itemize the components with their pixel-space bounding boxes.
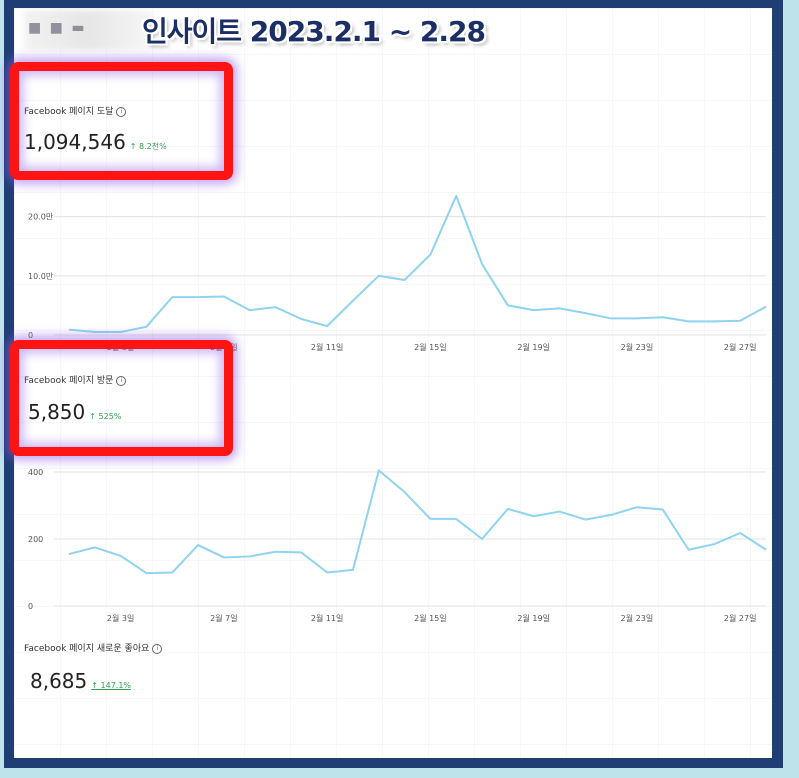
- y-tick-label: 10.0만: [28, 272, 54, 281]
- metric-reach-change: ↑ 8.2천%: [129, 142, 167, 151]
- metric-likes-label: Facebook 페이지 새로운 좋아요 i: [24, 641, 163, 654]
- metric-likes-value: 8,685: [30, 669, 88, 693]
- metric-reach-label-text: Facebook 페이지 도달: [24, 107, 114, 117]
- metric-visits-change: ↑ 525%: [89, 412, 122, 421]
- y-tick-label: 0: [28, 602, 33, 611]
- insights-panel: ■ ■ ▬ 인사이트 2023.2.1 ~ 2.28 Facebook 페이지 …: [14, 8, 772, 758]
- x-tick-label: 2월 15일: [414, 342, 447, 352]
- x-tick-label: 2월 27일: [724, 342, 757, 352]
- metric-likes-label-text: Facebook 페이지 새로운 좋아요: [24, 644, 150, 654]
- x-tick-label: 2월 27일: [724, 613, 757, 623]
- page-title: 인사이트 2023.2.1 ~ 2.28: [142, 15, 486, 48]
- x-tick-label: 2월 7일: [210, 613, 237, 623]
- info-icon[interactable]: i: [152, 643, 163, 654]
- series-line: [68, 469, 767, 575]
- info-icon[interactable]: i: [116, 106, 127, 117]
- metric-visits-label-text: Facebook 페이지 방문: [24, 376, 114, 386]
- metric-likes-change: ↑ 147.1%: [91, 681, 132, 690]
- metric-reach: 1,094,546 ↑ 8.2천%: [24, 130, 167, 154]
- x-tick-label: 2월 11일: [311, 342, 344, 352]
- y-tick-label: 0: [28, 331, 33, 340]
- x-tick-label: 2월 11일: [311, 613, 344, 623]
- metric-visits: 5,850 ↑ 525%: [28, 400, 121, 424]
- metric-visits-label: Facebook 페이지 방문 i: [24, 373, 127, 386]
- info-icon[interactable]: i: [116, 375, 127, 386]
- visits-line-chart: 0 200 400 2월 3일 2월 7일 2월 11일 2월 15일 2월 19일 2월 23…: [28, 468, 767, 623]
- x-tick-label: 2월 23일: [621, 342, 654, 352]
- metric-visits-value: 5,850: [28, 400, 86, 424]
- series-line: [68, 194, 767, 334]
- y-tick-label: 20.0만: [28, 213, 54, 222]
- x-tick-label: 2월 15일: [414, 613, 447, 623]
- y-tick-label: 200: [28, 535, 43, 544]
- highlight-box-visits: [10, 340, 233, 456]
- y-tick-label: 400: [28, 468, 43, 477]
- metric-likes: 8,685 ↑ 147.1%: [30, 669, 131, 693]
- highlight-box-reach: [10, 62, 233, 180]
- metric-reach-label: Facebook 페이지 도달 i: [24, 104, 127, 117]
- logo-text: ■ ■ ▬: [28, 20, 87, 36]
- metric-reach-value: 1,094,546: [24, 130, 126, 154]
- x-tick-label: 2월 19일: [517, 613, 550, 623]
- background-grid: [14, 8, 772, 758]
- x-tick-label: 2월 23일: [621, 613, 654, 623]
- x-tick-label: 2월 19일: [517, 342, 550, 352]
- blurred-logo: [24, 10, 154, 50]
- x-tick-label: 2월 3일: [107, 613, 134, 623]
